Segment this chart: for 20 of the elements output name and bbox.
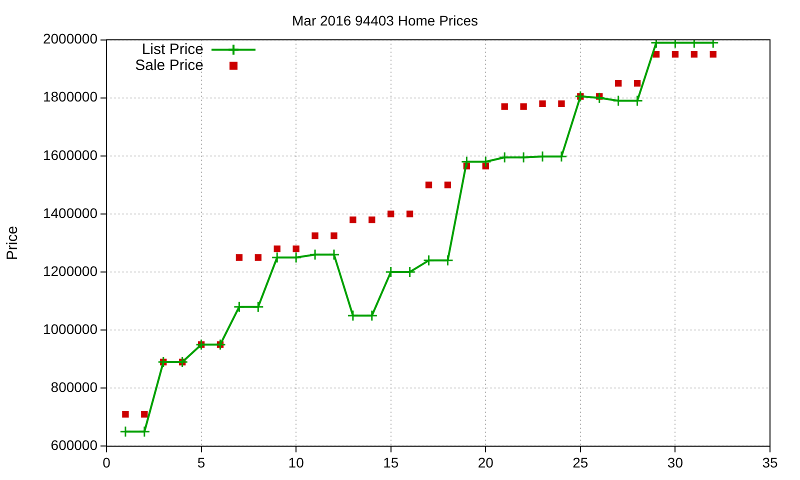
x-tick-label: 5 <box>197 454 206 470</box>
y-tick-label: 800000 <box>50 379 98 395</box>
y-tick-label: 1000000 <box>42 320 98 337</box>
x-tick-label: 0 <box>102 454 111 470</box>
legend-label: Sale Price <box>135 56 204 74</box>
y-tick-label: 2000000 <box>42 30 98 47</box>
x-tick-label: 20 <box>478 454 494 470</box>
x-tick-label: 25 <box>572 454 588 470</box>
y-tick-label: 1200000 <box>42 262 98 279</box>
y-tick-label: 1600000 <box>42 146 98 163</box>
y-tick-label: 600000 <box>50 437 98 454</box>
x-tick-label: 15 <box>383 454 399 470</box>
x-tick-label: 10 <box>288 454 304 470</box>
chart-title: Mar 2016 94403 Home Prices <box>292 12 478 28</box>
x-tick-label: 30 <box>667 454 684 470</box>
y-axis-title: Price <box>4 226 22 260</box>
x-tick-label: 35 <box>762 454 778 470</box>
legend-label: List Price <box>142 40 204 58</box>
y-tick-label: 1400000 <box>42 204 98 221</box>
y-tick-label: 1800000 <box>42 88 98 105</box>
